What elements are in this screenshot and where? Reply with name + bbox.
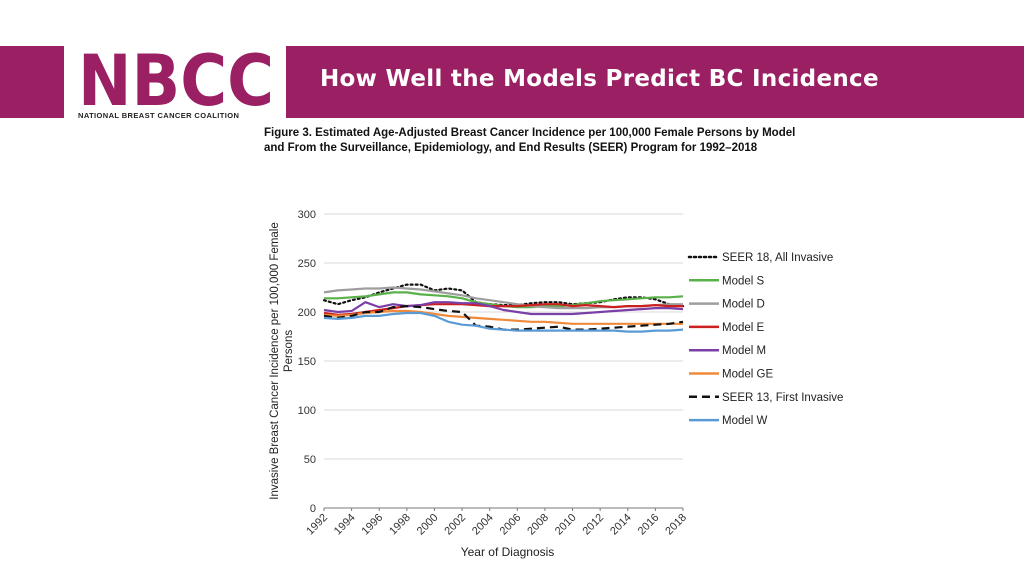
y-axis-title-line-1: Invasive Breast Cancer Incidence per 100… [269,222,281,499]
series-line-seer-18-all-invasive [322,283,685,308]
x-tick-label: 2010 [553,512,579,538]
series-line-model-e [323,303,683,316]
legend-label: Model S [722,275,765,287]
legend-label: Model M [722,345,766,357]
x-tick-label: 1992 [304,512,330,538]
figure-caption-line-1: Figure 3. Estimated Age-Adjusted Breast … [264,127,796,139]
x-tick-label: 1998 [387,512,413,538]
legend-label: SEER 13, First Invasive [722,392,843,404]
x-tick-label: 2018 [663,512,689,538]
x-tick-label: 2006 [498,512,524,538]
x-tick-label: 2002 [442,512,468,538]
y-tick-label: 200 [298,307,316,319]
logo-tagline: NATIONAL BREAST CANCER COALITION [78,111,240,120]
series-line-model-s [324,291,684,309]
logo-graphic: NBCC [78,40,274,122]
y-tick-label: 250 [298,258,316,270]
series-line-model-m [323,301,684,316]
x-tick-label: 2016 [636,512,662,538]
y-tick-label: 100 [298,405,316,417]
figure-caption: Figure 3. Estimated Age-Adjusted Breast … [264,126,904,156]
x-tick-label: 2008 [525,512,551,538]
legend-label: Model D [722,299,765,311]
x-tick-label: 2004 [470,512,496,538]
legend-label: Model GE [722,369,773,381]
y-axis-title-line-2: Persons [283,330,295,372]
x-tick-label: 2000 [415,512,441,538]
y-tick-label: 50 [304,454,316,466]
y-tick-label: 150 [298,356,316,368]
x-tick-label: 2012 [580,512,606,538]
series-line-model-w [323,311,684,333]
legend-label: Model E [722,322,765,334]
logo: NBCC [64,40,286,124]
x-tick-label: 1996 [360,512,386,538]
y-tick-label: 0 [310,503,316,515]
figure-caption-line-2: and From the Surveillance, Epidemiology,… [264,142,758,154]
series-line-model-ge [323,309,683,325]
y-tick-label: 300 [298,209,316,221]
x-tick-label: 2014 [608,512,634,538]
x-tick-label: 1994 [332,512,358,538]
x-axis-title: Year of Diagnosis [461,545,555,559]
legend-label: Model W [722,415,768,427]
legend-label: SEER 18, All Invasive [722,252,833,264]
slide-title: How Well the Models Predict BC Incidence [320,66,879,92]
logo-wordmark: NBCC [78,40,274,122]
